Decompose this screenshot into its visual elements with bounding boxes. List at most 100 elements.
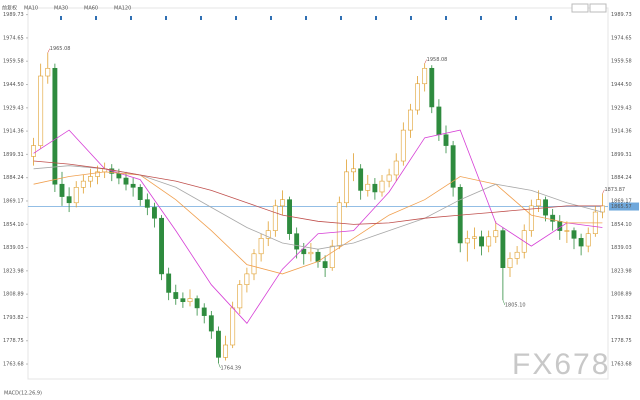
y-tick-label: 1899.31 [611, 152, 632, 158]
candle-body [237, 284, 243, 309]
toolbar-button[interactable] [571, 3, 589, 13]
candle-body [59, 183, 65, 197]
y-tick-label: 1989.73 [3, 12, 24, 18]
candle-body [244, 273, 250, 286]
candle-body [344, 171, 349, 204]
candle-body [95, 171, 100, 177]
candle-body [386, 174, 392, 182]
legend-entry: MA60 [84, 6, 98, 12]
candle-body [216, 330, 221, 358]
candle-body [400, 129, 406, 162]
candle-body [479, 236, 484, 247]
y-tick-label: 1854.10 [611, 222, 632, 228]
y-tick-label: 1989.73 [611, 12, 632, 18]
candle-body [443, 134, 449, 146]
candle-body [301, 248, 307, 255]
annotation: 1805.10 [505, 303, 526, 309]
candle-body [66, 196, 72, 204]
y-tick-label: 1944.50 [611, 82, 632, 88]
candle-body [45, 67, 51, 77]
candle-body [208, 315, 214, 332]
y-tick-label: 1808.89 [611, 292, 632, 298]
annotation-pointer [47, 48, 51, 53]
y-tick-label: 1823.98 [3, 268, 24, 274]
candle-body [52, 67, 58, 185]
candle-body [493, 230, 499, 238]
candle-body [116, 173, 122, 179]
y-tick-label: 1884.24 [611, 175, 632, 181]
candle-body [422, 67, 428, 85]
ma-line [33, 171, 603, 275]
candle-body [372, 183, 378, 193]
legend-entry: MA120 [114, 6, 131, 12]
y-tick-label: 1793.82 [3, 315, 24, 321]
candle-body [166, 273, 172, 293]
y-tick-label: 1914.36 [611, 129, 632, 135]
candle-body [223, 344, 228, 358]
annotation: 1958.08 [427, 57, 448, 63]
candle-body [144, 199, 150, 208]
y-tick-label: 1929.43 [611, 105, 632, 111]
candle-body [500, 230, 506, 269]
candle-body [379, 180, 385, 193]
candle-body [201, 307, 207, 316]
toolbar-button[interactable] [589, 3, 607, 13]
price-tag-label: 1865.57 [611, 204, 632, 210]
candle-body [557, 221, 563, 231]
candle-body [429, 67, 435, 108]
candle-body [528, 205, 534, 231]
candle-body [536, 199, 541, 207]
y-tick-label: 1944.50 [3, 82, 24, 88]
annotation-pointer [424, 59, 427, 64]
y-tick-label: 1899.31 [3, 152, 24, 158]
y-tick-label: 1929.43 [3, 105, 24, 111]
y-tick-label: 1823.98 [611, 268, 632, 274]
candle-body [265, 230, 271, 239]
ma-line [33, 129, 603, 324]
candle-body [336, 202, 342, 247]
candle-body [564, 230, 570, 232]
indicator-label: MACD(12,26,9) [4, 391, 42, 397]
candle-body [251, 253, 257, 275]
candle-body [408, 109, 413, 131]
y-tick-label: 1974.65 [611, 35, 632, 41]
candle-body [571, 230, 577, 239]
candle-body [159, 217, 164, 275]
candle-body [351, 168, 356, 173]
candle-body [173, 292, 179, 299]
candle-body [294, 233, 300, 250]
candle-body [308, 251, 314, 255]
candle-body [280, 199, 285, 207]
annotation: 1764.39 [220, 365, 241, 371]
y-tick-label: 1839.03 [611, 245, 632, 251]
y-tick-label: 1914.36 [3, 129, 24, 135]
candle-body [130, 183, 136, 188]
candle-body [272, 205, 278, 231]
candle-body [507, 258, 513, 268]
candle-body [329, 245, 335, 269]
candle-body [585, 233, 591, 247]
y-tick-label: 1763.68 [3, 362, 24, 368]
candle-body [230, 307, 236, 346]
y-tick-label: 1959.58 [3, 59, 24, 65]
y-tick-label: 1839.03 [3, 245, 24, 251]
candle-body [600, 205, 605, 213]
candle-body [472, 236, 477, 239]
candle-body [80, 180, 86, 188]
candle-body [137, 187, 143, 200]
candle-body [194, 298, 200, 309]
y-tick-label: 1959.58 [611, 59, 632, 65]
candle-body [31, 145, 36, 157]
candle-body [258, 238, 264, 255]
price-tag [609, 202, 639, 211]
y-tick-label: 1778.75 [611, 338, 632, 344]
annotation: 1873.87 [604, 187, 625, 193]
ma-line [33, 160, 603, 225]
candle-body [436, 106, 442, 136]
candle-body [88, 176, 93, 182]
candle-body [550, 214, 556, 222]
candle-body [123, 177, 129, 185]
chart-title: 前复权 [2, 5, 17, 12]
event-markers [60, 16, 552, 20]
candle-body [393, 160, 399, 176]
